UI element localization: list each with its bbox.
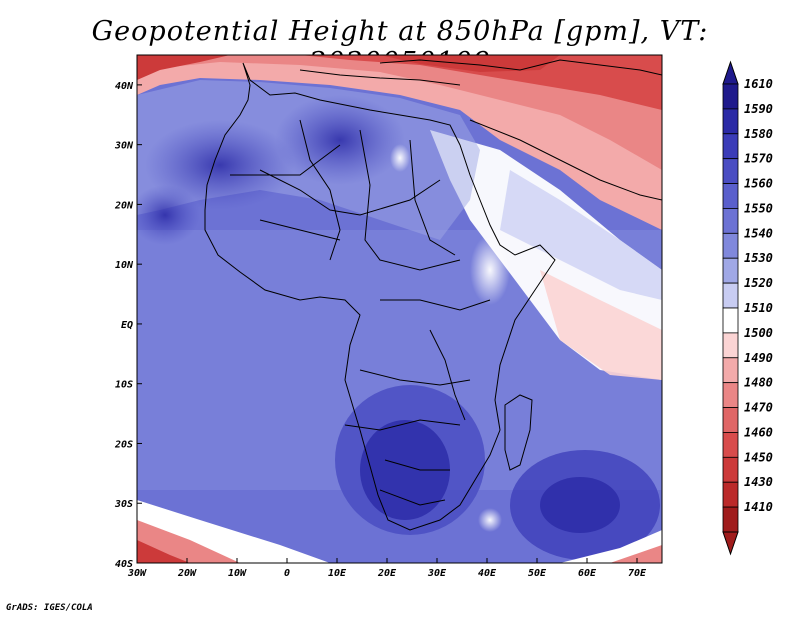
colorbar-label: 1500 — [744, 326, 773, 340]
colorbar-label: 1520 — [744, 276, 773, 290]
colorbar-swatch — [722, 382, 739, 408]
colorbar-label: 1580 — [744, 127, 773, 141]
lat-tick-label: 40S — [115, 559, 133, 570]
colorbar-label: 1430 — [744, 475, 773, 489]
lat-tick-label: 40N — [115, 81, 134, 92]
colorbar-label: 1560 — [744, 177, 773, 191]
grads-credit: GrADS: IGES/COLA — [6, 603, 93, 613]
lat-tick-label: 10N — [115, 260, 134, 271]
colorbar-swatch — [722, 83, 739, 110]
colorbar-bottom-arrow — [722, 531, 739, 556]
colorbar-swatch — [722, 481, 739, 508]
colorbar-label: 1410 — [744, 500, 773, 514]
lon-tick-label: 40E — [478, 568, 497, 579]
lon-tick-label: 60E — [578, 568, 597, 579]
lat-tick-label: EQ — [121, 320, 133, 331]
colorbar-swatch — [722, 232, 739, 259]
map-frame — [136, 54, 663, 564]
colorbar-swatch — [722, 506, 739, 533]
coastlines — [204, 59, 662, 531]
lat-tick-label: 30S — [114, 499, 133, 510]
colorbar-swatch — [722, 307, 739, 334]
colorbar-swatch — [722, 432, 739, 458]
colorbar-label: 1510 — [744, 301, 773, 315]
colorbar-swatch — [722, 108, 739, 135]
colorbar-swatch — [722, 357, 739, 384]
height-field — [137, 55, 662, 563]
lat-tick-label: 30N — [114, 141, 134, 152]
colorbar-swatch — [722, 208, 739, 234]
colorbar-label: 1470 — [744, 401, 773, 415]
lon-tick-label: 10E — [328, 568, 347, 579]
colorbar-label: 1530 — [744, 251, 773, 265]
lon-tick-label: 0 — [284, 568, 290, 579]
colorbar-label: 1540 — [744, 226, 773, 240]
colorbar-swatch — [722, 158, 739, 184]
colorbar-swatch — [722, 282, 739, 309]
colorbar-swatch — [722, 133, 739, 160]
lat-tick-label: 20N — [114, 200, 134, 211]
colorbar: 1610 1590 1580 1570 1560 1550 1540 1530 1520 1510… — [722, 60, 773, 556]
colorbar-label: 1610 — [744, 77, 773, 91]
lat-tick-label: 10S — [115, 380, 133, 391]
lon-tick-label: 10W — [228, 568, 247, 579]
colorbar-label: 1490 — [744, 351, 773, 365]
colorbar-swatch — [722, 183, 739, 209]
lon-tick-label: 70E — [628, 568, 647, 579]
lon-tick-label: 20W — [177, 568, 197, 579]
colorbar-swatch — [722, 407, 739, 433]
colorbar-swatch — [722, 456, 739, 483]
colorbar-label: 1460 — [744, 425, 773, 439]
colorbar-swatch — [722, 332, 739, 359]
colorbar-label: 1550 — [744, 201, 773, 215]
lon-tick-label: 50E — [528, 568, 547, 579]
colorbar-swatch — [722, 257, 739, 284]
colorbar-label: 1590 — [744, 102, 773, 116]
colorbar-top-arrow — [722, 60, 739, 85]
lon-tick-label: 20E — [377, 568, 397, 579]
colorbar-label: 1480 — [744, 376, 773, 390]
longitude-axis: 30W 20W 10W 0 10E 20E 30E 40E 50E 60E 70E — [127, 558, 647, 579]
colorbar-label: 1450 — [744, 450, 773, 464]
lat-tick-label: 20S — [114, 439, 133, 450]
lon-tick-label: 30W — [127, 568, 147, 579]
colorbar-label: 1570 — [744, 152, 773, 166]
lon-tick-label: 30E — [427, 568, 447, 579]
latitude-axis: 40N 30N 20N 10N EQ 10S 20S 30S 40S — [114, 81, 142, 570]
